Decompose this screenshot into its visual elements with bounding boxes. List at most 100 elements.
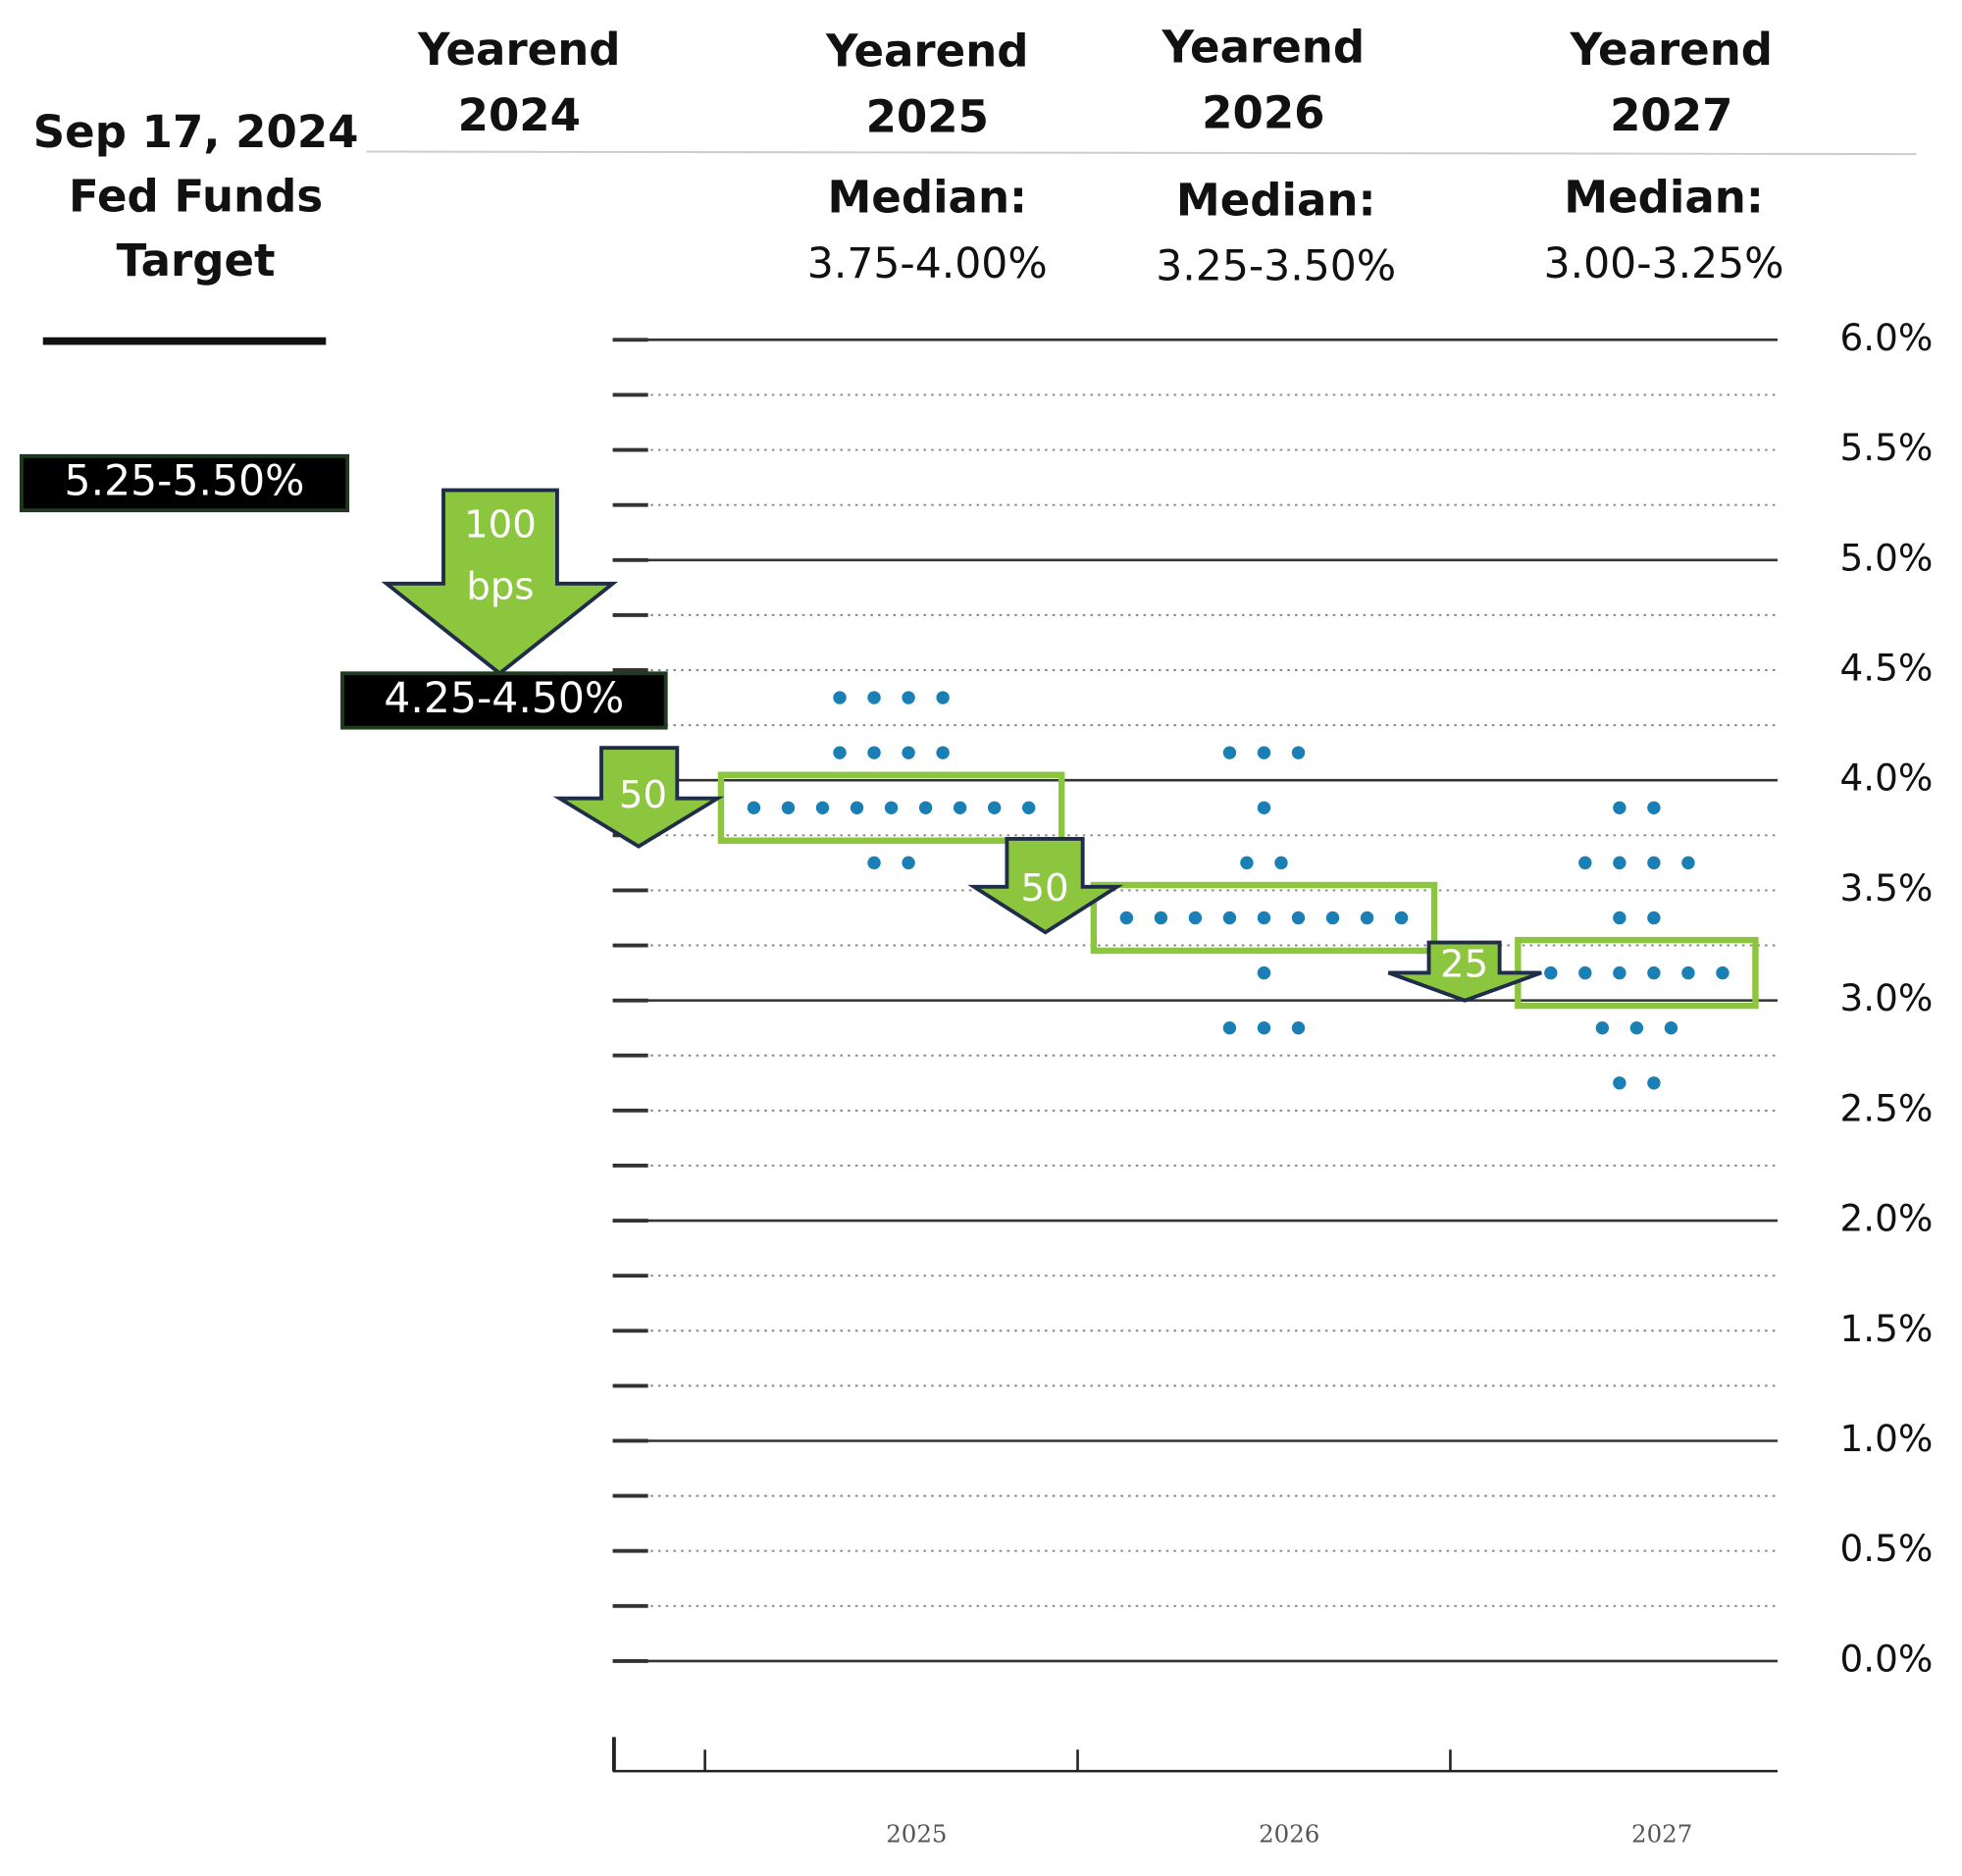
cut-label: 100 xyxy=(464,502,537,547)
y-tick-label: 0.0% xyxy=(1840,1637,1934,1680)
y-tick-label: 0.5% xyxy=(1840,1527,1934,1570)
dot xyxy=(1325,911,1340,925)
dot xyxy=(747,801,761,814)
dot xyxy=(1222,911,1237,925)
median-range: 3.00-3.25% xyxy=(1544,240,1784,288)
dot xyxy=(1629,1020,1644,1035)
column-header: Yearend xyxy=(417,24,621,76)
dot xyxy=(902,856,915,870)
dot xyxy=(1647,911,1661,925)
column-header: 2024 xyxy=(458,89,581,141)
dot xyxy=(902,746,915,759)
median-box xyxy=(717,771,1065,844)
dot xyxy=(1188,911,1203,925)
dot xyxy=(1647,965,1661,980)
dot xyxy=(1291,1020,1306,1035)
dot xyxy=(918,801,933,814)
dot xyxy=(936,746,950,759)
title-line: Fed Funds xyxy=(69,170,323,222)
header-rule xyxy=(366,150,1917,156)
dot xyxy=(867,691,881,704)
dot xyxy=(902,691,915,704)
cut-arrow xyxy=(967,836,1124,935)
column-header: 2025 xyxy=(866,90,989,142)
title-line: Target xyxy=(117,234,276,287)
dot xyxy=(1222,1020,1237,1035)
median-range: 3.75-4.00% xyxy=(807,240,1048,288)
median-box xyxy=(1090,881,1438,955)
y-tick-label: 3.5% xyxy=(1840,866,1934,910)
dot xyxy=(867,746,881,759)
cut-label: 50 xyxy=(619,773,667,817)
cut-label: 25 xyxy=(1440,942,1488,986)
median-range: 3.25-3.50% xyxy=(1156,243,1396,291)
y-tick-label: 5.5% xyxy=(1840,426,1934,469)
dot xyxy=(1613,1076,1626,1090)
y-tick-label: 6.0% xyxy=(1840,316,1934,359)
cut-arrow xyxy=(552,746,725,849)
dot xyxy=(1257,911,1271,925)
dot xyxy=(1021,801,1036,814)
dot xyxy=(1664,1020,1678,1035)
dot xyxy=(1595,1020,1610,1035)
dot xyxy=(1681,856,1695,870)
cut-label: 50 xyxy=(1020,866,1068,911)
column-header: Yearend xyxy=(825,25,1029,77)
column-header: Yearend xyxy=(1162,22,1366,74)
dot xyxy=(1578,856,1592,870)
dot xyxy=(884,801,899,814)
yearend-2024-target: 4.25-4.50% xyxy=(384,675,624,723)
y-tick-label: 2.0% xyxy=(1840,1197,1934,1240)
y-tick-label: 4.5% xyxy=(1840,646,1934,689)
dot xyxy=(1647,856,1661,870)
dot xyxy=(1257,746,1271,759)
dot xyxy=(953,801,967,814)
current-target-box xyxy=(19,453,350,513)
x-tick-label: 2027 xyxy=(1631,1819,1692,1848)
dot xyxy=(1613,801,1626,814)
dot xyxy=(1544,965,1558,980)
y-tick-label: 1.5% xyxy=(1840,1307,1934,1350)
dot xyxy=(867,856,881,870)
y-tick-label: 2.5% xyxy=(1840,1086,1934,1129)
dot xyxy=(781,801,796,814)
dot xyxy=(1578,965,1592,980)
title-line: Sep 17, 2024 xyxy=(33,106,359,158)
cut-arrow xyxy=(381,488,619,676)
dot xyxy=(1291,746,1306,759)
dot xyxy=(850,801,864,814)
column-header: Yearend xyxy=(1570,24,1774,76)
dot xyxy=(1647,1076,1661,1090)
median-label: Median: xyxy=(1176,174,1376,226)
dot xyxy=(1291,911,1306,925)
dot xyxy=(815,801,830,814)
dot xyxy=(1222,746,1237,759)
dot xyxy=(833,746,847,759)
median-label: Median: xyxy=(1564,172,1764,224)
cut-label: bps xyxy=(466,564,534,608)
y-tick-label: 3.0% xyxy=(1840,976,1934,1019)
y-tick-label: 4.0% xyxy=(1840,756,1934,800)
dot xyxy=(936,691,950,704)
dot xyxy=(1257,1020,1271,1035)
yearend-2024-target-box xyxy=(340,671,668,730)
dot xyxy=(1613,856,1626,870)
y-tick-label: 5.0% xyxy=(1840,536,1934,579)
y-tick-label: 1.0% xyxy=(1840,1417,1934,1460)
dot xyxy=(1240,856,1254,870)
dot xyxy=(1613,965,1626,980)
dot xyxy=(987,801,1002,814)
dot xyxy=(1647,801,1661,814)
dot xyxy=(1360,911,1374,925)
dot xyxy=(833,691,847,704)
dot xyxy=(1716,965,1730,980)
dot xyxy=(1257,965,1271,980)
cut-arrow xyxy=(1387,940,1542,1003)
median-label: Median: xyxy=(827,172,1027,224)
column-header: 2026 xyxy=(1202,86,1324,138)
dot xyxy=(1274,856,1288,870)
dot xyxy=(1681,965,1695,980)
x-tick-label: 2025 xyxy=(886,1819,947,1848)
dot xyxy=(1257,801,1271,814)
